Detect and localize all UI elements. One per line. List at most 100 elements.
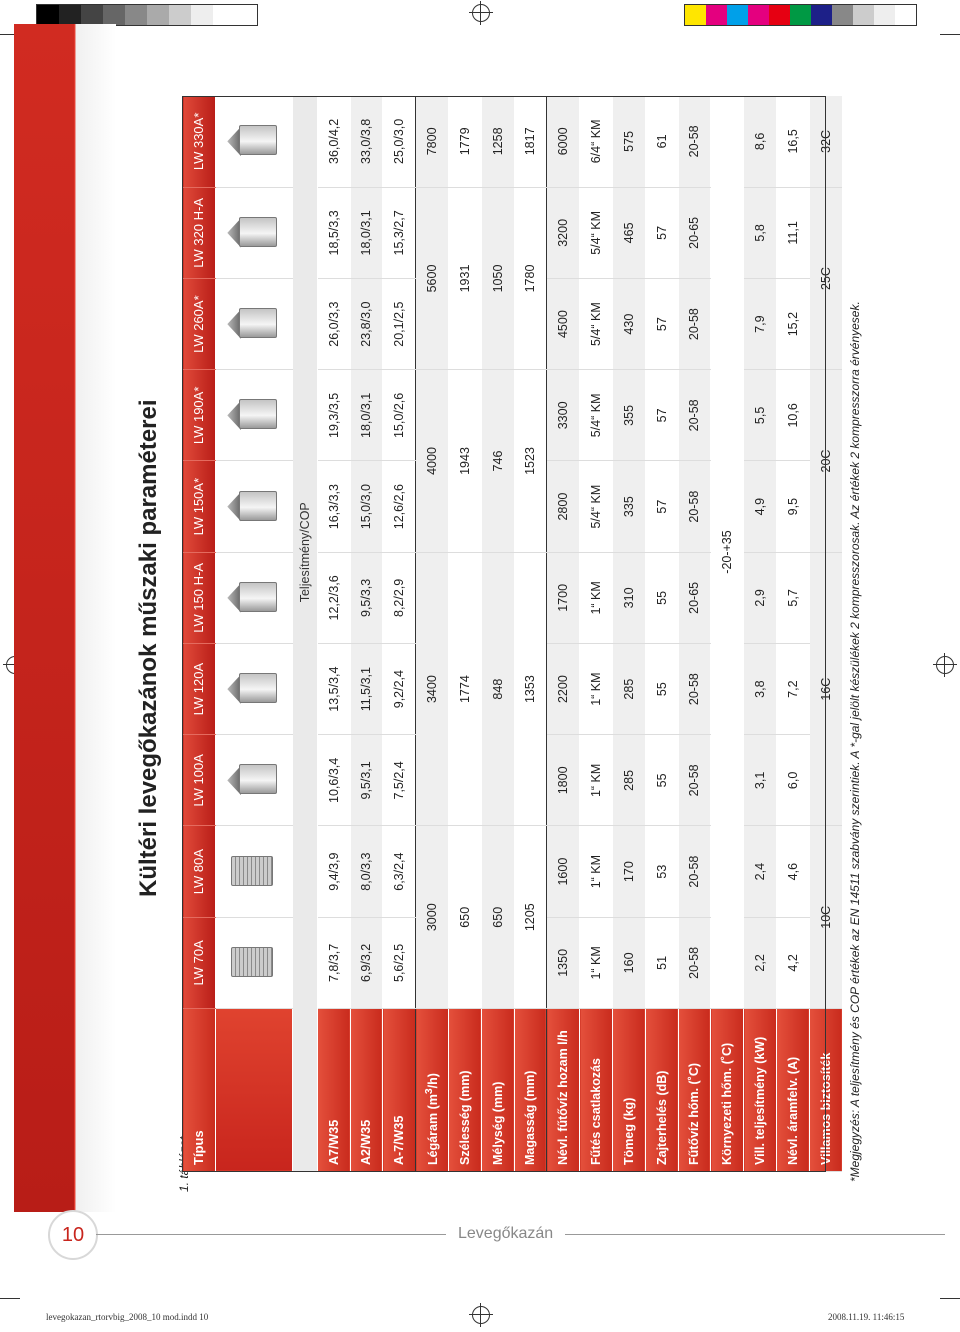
table-cell: 3200 (546, 187, 580, 279)
table-cell: 6,3/2,4 (382, 826, 416, 918)
table-row: Névl. fűtővíz hozam l/h 1350 1600 1800 2200 1… (546, 96, 580, 1172)
table-cell-merged: 25C (809, 187, 842, 370)
table-cell: 4500 (546, 278, 580, 370)
table-cell: 5/4“ KM (579, 461, 613, 553)
table-cell-merged: 4000 (415, 369, 449, 553)
unit-body (239, 673, 278, 704)
column-header: LW 150A* (182, 461, 216, 553)
table-cell-merged: 746 (481, 369, 515, 553)
table-cell: 10,6 (776, 369, 810, 461)
table-cell: 4,9 (743, 461, 777, 553)
row-label: Légáram (m3/h) (415, 1008, 449, 1172)
table-cell: 285 (612, 734, 646, 826)
table-cell-merged: 1050 (481, 187, 515, 370)
table-row: Tömeg (kg) 160 170 285 285 310 335 355 430 465 575 (612, 96, 646, 1172)
table-cell: 33,0/3,8 (350, 96, 383, 188)
table-row: Mélység (mm) 650 848 746 1050 1258 (481, 96, 515, 1172)
row-label: Vill. teljesítmény (kW) (743, 1008, 777, 1172)
table-cell-merged: 650 (448, 826, 482, 1009)
table-cell: 15,0/3,0 (350, 461, 383, 553)
registration-mark-icon (933, 653, 957, 677)
table-cell: 7,8/3,7 (317, 917, 351, 1009)
heat-pump-unit-icon (227, 124, 278, 158)
table-cell: 1“ KM (579, 734, 613, 826)
table-row: Fűtővíz hőm. (˚C) 20-58 20-58 20-58 20-58 20-… (678, 96, 711, 1172)
table-cell: 11,1 (776, 187, 810, 279)
table-cell: 16,3/3,3 (317, 461, 351, 553)
table-cell: 12,6/2,6 (382, 461, 416, 553)
column-header: LW 80A (182, 826, 216, 918)
unit-body (231, 946, 274, 977)
table-cell: 1700 (546, 552, 580, 644)
table-cell-merged: 1780 (514, 187, 547, 370)
table-row: Magasság (mm) 1205 1353 1523 1780 1817 (514, 96, 547, 1172)
table-cell-merged: 1353 (514, 552, 547, 826)
heat-pump-unit-icon (227, 398, 278, 432)
table-row: Környezeti hőm. (˚C) -20-+35 (710, 96, 744, 1172)
table-cell: 57 (645, 369, 679, 461)
heat-pump-unit-icon (227, 763, 278, 797)
table-cell-merged: 650 (481, 826, 515, 1009)
table-cell: 19,3/3,5 (317, 369, 351, 461)
table-cell: 1“ KM (579, 917, 613, 1009)
table-cell: 8,6 (743, 96, 777, 188)
table-cell: 20-58 (678, 278, 711, 370)
heat-pump-unit-icon (227, 672, 278, 706)
spec-table: Típus LW 70A LW 80A LW 100A LW 120A LW 150 H-… (182, 96, 842, 1172)
table-cell: 9,5 (776, 461, 810, 553)
unit-body (239, 764, 278, 795)
table-cell: 20-58 (678, 96, 711, 188)
label-text: /h) (426, 1073, 441, 1089)
table-cell: 20-58 (678, 461, 711, 553)
table-cell: 15,3/2,7 (382, 187, 416, 279)
column-header: LW 120A (182, 643, 216, 735)
product-image-cell (215, 187, 293, 279)
table-row: Szélesség (mm) 650 1774 1943 1931 1779 (448, 96, 482, 1172)
table-cell: 16,5 (776, 96, 810, 188)
row-label (215, 1008, 293, 1172)
table-cell: 8,0/3,3 (350, 826, 383, 918)
table-cell: 18,0/3,1 (350, 187, 383, 279)
table-cell: 12,2/3,6 (317, 552, 351, 644)
footer-section: Levegőkazán (458, 1225, 554, 1242)
table-cell: 20-65 (678, 187, 711, 279)
table-cell: 2,9 (743, 552, 777, 644)
table-cell-merged: 5600 (415, 187, 449, 370)
product-image-cell (215, 96, 293, 188)
table-cell: 20,1/2,5 (382, 278, 416, 370)
table-cell: 9,4/3,9 (317, 826, 351, 918)
table-cell: 1800 (546, 734, 580, 826)
table-header-row: Típus LW 70A LW 80A LW 100A LW 120A LW 150 H-… (182, 96, 216, 1172)
product-image-cell (215, 552, 293, 644)
row-label: Mélység (mm) (481, 1008, 515, 1172)
row-label: Magasság (mm) (514, 1008, 547, 1172)
table-row: A7/W35 7,8/3,7 9,4/3,9 10,6/3,4 13,5/3,4 12,2… (317, 96, 351, 1172)
row-label: Névl. áramfelv. (A) (776, 1008, 810, 1172)
table-cell: 9,5/3,1 (350, 734, 383, 826)
table-cell: 57 (645, 461, 679, 553)
table-cell: 170 (612, 826, 646, 918)
table-row: Villamos biztosíték 10C 16C 20C 25C 32C (809, 96, 842, 1172)
table-cell: 1“ KM (579, 552, 613, 644)
table-cell-merged: 3400 (415, 552, 449, 826)
table-cell-merged: 10C (809, 826, 842, 1009)
column-header: LW 260A* (182, 278, 216, 370)
table-row: Légáram (m3/h) 3000 3400 4000 5600 7800 (415, 96, 449, 1172)
product-image-cell (215, 461, 293, 553)
table-row: A2/W35 6,9/3,2 8,0/3,3 9,5/3,1 11,5/3,1 9,5/3… (350, 96, 383, 1172)
table-cell: 55 (645, 643, 679, 735)
table-cell: 15,2 (776, 278, 810, 370)
registration-mark-icon (469, 1, 493, 25)
column-header: LW 190A* (182, 369, 216, 461)
table-cell-merged: 848 (481, 552, 515, 826)
row-label: A7/W35 (317, 1008, 351, 1172)
table-cell-merged: 3000 (415, 826, 449, 1009)
footer-divider (96, 1234, 446, 1235)
product-image-cell (215, 917, 293, 1009)
table-cell: 2800 (546, 461, 580, 553)
table-cell: 2200 (546, 643, 580, 735)
unit-body (239, 581, 278, 612)
table-cell: 355 (612, 369, 646, 461)
table-cell: 1600 (546, 826, 580, 918)
